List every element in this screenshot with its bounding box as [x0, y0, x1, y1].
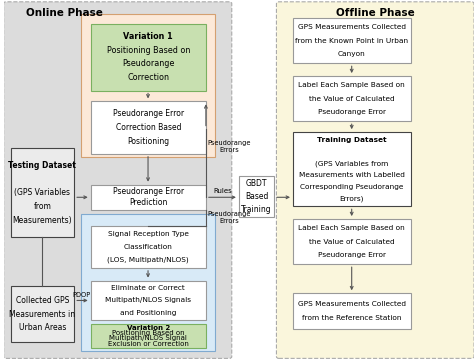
FancyBboxPatch shape [81, 14, 215, 157]
Text: Corresponding Pseudorange: Corresponding Pseudorange [300, 184, 403, 190]
Text: Collected GPS: Collected GPS [16, 296, 69, 305]
FancyBboxPatch shape [293, 132, 410, 206]
Text: Correction: Correction [128, 73, 169, 82]
FancyBboxPatch shape [239, 176, 274, 217]
Text: Offline Phase: Offline Phase [336, 8, 415, 18]
Text: Correction Based: Correction Based [116, 123, 181, 132]
Text: GPS Measurements Collected: GPS Measurements Collected [298, 302, 406, 307]
FancyBboxPatch shape [293, 18, 410, 63]
Text: Variation 2: Variation 2 [127, 325, 170, 331]
Text: Eliminate or Correct: Eliminate or Correct [111, 285, 185, 291]
Text: Positioning: Positioning [127, 137, 169, 146]
FancyBboxPatch shape [293, 293, 410, 329]
Text: and Positioning: and Positioning [120, 310, 176, 316]
Text: Measurements with Labelled: Measurements with Labelled [299, 172, 405, 178]
Text: Online Phase: Online Phase [27, 8, 103, 18]
FancyBboxPatch shape [4, 2, 232, 358]
Text: the Value of Calculated: the Value of Calculated [309, 96, 394, 102]
Text: Pseudorange: Pseudorange [122, 59, 174, 68]
Text: Training Dataset: Training Dataset [317, 137, 386, 143]
Text: the Value of Calculated: the Value of Calculated [309, 239, 394, 245]
Text: from the Reference Station: from the Reference Station [302, 315, 401, 321]
FancyBboxPatch shape [11, 286, 74, 342]
FancyBboxPatch shape [91, 185, 206, 210]
Text: (LOS, Multipath/NLOS): (LOS, Multipath/NLOS) [108, 256, 189, 263]
Text: PDOP: PDOP [72, 292, 91, 298]
FancyBboxPatch shape [91, 324, 206, 348]
Text: Pseudorange Error: Pseudorange Error [113, 109, 184, 118]
Text: Training: Training [241, 205, 272, 214]
Text: Multipath/NLOS Signal: Multipath/NLOS Signal [109, 336, 187, 341]
Text: Positioning Based on: Positioning Based on [107, 46, 190, 55]
Text: from the Known Point in Urban: from the Known Point in Urban [295, 38, 408, 44]
Text: Pseudorange Error: Pseudorange Error [113, 187, 184, 196]
Text: Variation 1: Variation 1 [123, 32, 173, 41]
FancyBboxPatch shape [293, 76, 410, 121]
Text: Label Each Sample Based on: Label Each Sample Based on [298, 225, 405, 231]
Text: Multipath/NLOS Signals: Multipath/NLOS Signals [105, 298, 191, 303]
FancyBboxPatch shape [91, 226, 206, 268]
Text: Classification: Classification [124, 244, 173, 250]
Text: Testing Dataset: Testing Dataset [9, 161, 76, 170]
Text: Urban Areas: Urban Areas [19, 323, 66, 332]
Text: (GPS Variables: (GPS Variables [14, 188, 71, 197]
FancyBboxPatch shape [91, 24, 206, 90]
Text: Measurements in: Measurements in [9, 310, 75, 319]
Text: Label Each Sample Based on: Label Each Sample Based on [298, 82, 405, 88]
Text: Pseudorange
Errors: Pseudorange Errors [208, 140, 251, 153]
Text: Measurements): Measurements) [13, 216, 72, 225]
Text: Exclusion or Correction: Exclusion or Correction [108, 341, 189, 347]
FancyBboxPatch shape [293, 219, 410, 264]
Text: GPS Measurements Collected: GPS Measurements Collected [298, 24, 406, 30]
FancyBboxPatch shape [11, 148, 74, 237]
Text: from: from [34, 202, 51, 211]
FancyBboxPatch shape [91, 101, 206, 154]
FancyBboxPatch shape [276, 2, 474, 358]
Text: Canyon: Canyon [338, 51, 365, 58]
FancyBboxPatch shape [81, 214, 215, 351]
FancyBboxPatch shape [91, 281, 206, 320]
Text: Positioning Based on: Positioning Based on [112, 330, 184, 336]
Text: Based: Based [245, 192, 268, 201]
Text: Prediction: Prediction [129, 198, 167, 207]
Text: Pseudorange Error: Pseudorange Error [318, 252, 386, 258]
Text: Errors): Errors) [339, 195, 364, 202]
Text: Signal Reception Type: Signal Reception Type [108, 231, 189, 237]
Text: Pseudorange
Errors: Pseudorange Errors [208, 211, 251, 224]
Text: Pseudorange Error: Pseudorange Error [318, 109, 386, 115]
Text: Rules: Rules [213, 188, 232, 194]
Text: GBDT: GBDT [246, 179, 267, 188]
Text: (GPS Variables from: (GPS Variables from [315, 160, 388, 167]
